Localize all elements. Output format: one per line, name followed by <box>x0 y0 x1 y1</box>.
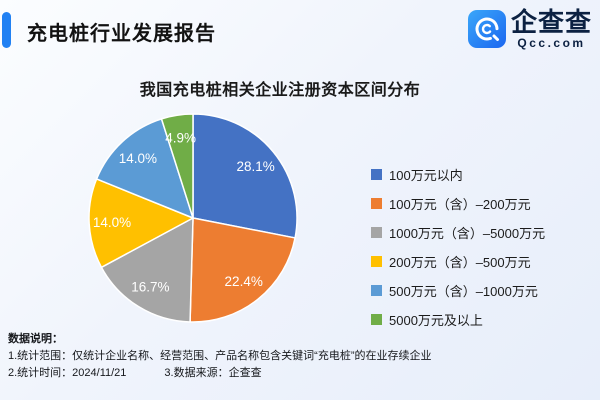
legend-swatch-icon <box>371 227 382 238</box>
chart-title: 我国充电桩相关企业注册资本区间分布 <box>139 82 421 99</box>
legend-label: 1000万元（含）–5000万元 <box>389 226 546 241</box>
legend-label: 500万元（含）–1000万元 <box>389 284 538 299</box>
legend-label: 100万元（含）–200万元 <box>389 197 531 212</box>
qcc-logo: 企查查 Qcc.com <box>467 9 592 49</box>
pie-slice-label-2: 16.7% <box>131 280 169 295</box>
pie-slice-2 <box>100 217 194 323</box>
pie-slice-3 <box>88 178 194 269</box>
legend-label: 100万元以内 <box>389 168 463 183</box>
legend-swatch-icon <box>371 169 382 180</box>
legend-swatch-icon <box>371 198 382 209</box>
legend-label: 200万元（含）–500万元 <box>389 255 531 270</box>
footnote-date: 2.统计时间：2024/11/21 <box>8 367 127 379</box>
legend-item-3: 200万元（含）–500万元 <box>371 252 545 271</box>
legend-swatch-icon <box>371 285 382 296</box>
pie-slice-label-1: 22.4% <box>225 274 263 289</box>
pie-slice-label-3: 14.0% <box>93 215 131 230</box>
legend-swatch-icon <box>371 314 382 325</box>
pie-slice-label-5: 4.9% <box>165 130 196 145</box>
legend: 100万元以内 100万元（含）–200万元 1000万元（含）–5000万元 200… <box>371 165 545 329</box>
page-title: 充电桩行业发展报告 <box>27 23 216 45</box>
qcc-logo-text: 企查查 Qcc.com <box>511 9 592 49</box>
pie-chart: 28.1% 22.4% 16.7% 14.0% 14.0% 4.9% <box>88 113 298 323</box>
pie-slice-label-0: 28.1% <box>236 159 274 174</box>
qcc-logo-name: 企查查 <box>510 7 592 37</box>
pie-slice-0 <box>192 113 298 239</box>
pie-slice-5 <box>160 113 194 219</box>
pie-slice-1 <box>189 217 296 323</box>
legend-swatch-icon <box>371 256 382 267</box>
legend-item-4: 500万元（含）–1000万元 <box>371 281 545 300</box>
footnotes: 数据说明： 1.统计范围：仅统计企业名称、经营范围、产品名称包含关键词“充电桩”… <box>8 331 432 382</box>
footnote-scope: 1.统计范围：仅统计企业名称、经营范围、产品名称包含关键词“充电桩”的在业存续企… <box>8 350 432 362</box>
legend-item-1: 100万元（含）–200万元 <box>371 194 545 213</box>
pie-chart-area: 28.1% 22.4% 16.7% 14.0% 14.0% 4.9% <box>83 108 303 328</box>
legend-label: 5000万元及以上 <box>389 313 483 328</box>
legend-item-0: 100万元以内 <box>371 165 545 184</box>
title-accent-bar <box>2 12 11 48</box>
footnote-source: 3.数据来源：企查查 <box>164 367 262 379</box>
qcc-logo-icon <box>467 10 506 48</box>
legend-item-2: 1000万元（含）–5000万元 <box>371 223 545 242</box>
footnote-heading: 数据说明： <box>8 333 63 345</box>
pie-slice-label-4: 14.0% <box>119 151 157 166</box>
qcc-logo-domain: Qcc.com <box>517 36 586 50</box>
legend-item-5: 5000万元及以上 <box>371 310 545 329</box>
